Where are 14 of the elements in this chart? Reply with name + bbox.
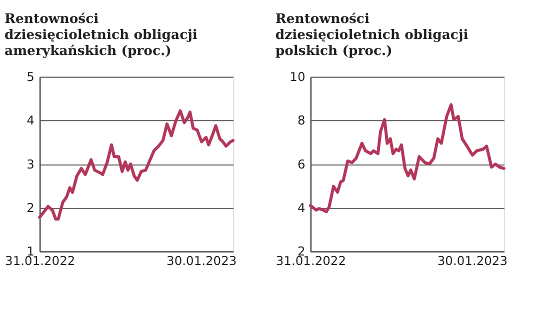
y-tick-label: 8 [297,114,306,128]
y-tick-label: 4 [26,114,35,128]
x-tick-label: 30.01.2023 [437,254,508,268]
y-tick-label: 4 [297,200,306,215]
chart-title: Rentowności dziesięcioletnich obligacji polskich (proc.) [275,12,468,60]
line-series [308,103,506,214]
x-tick-label: 30.01.2023 [166,254,237,268]
line-series [38,109,235,221]
y-tick-label: 10 [290,70,306,84]
chart-title: Rentowności dziesięcioletnich obligacji amerykańskich (proc.) [4,12,198,60]
y-tick-label: 6 [297,157,306,172]
y-tick-label: 5 [26,70,34,84]
y-tick-label: 2 [26,200,34,215]
y-tick-label: 3 [26,157,34,172]
